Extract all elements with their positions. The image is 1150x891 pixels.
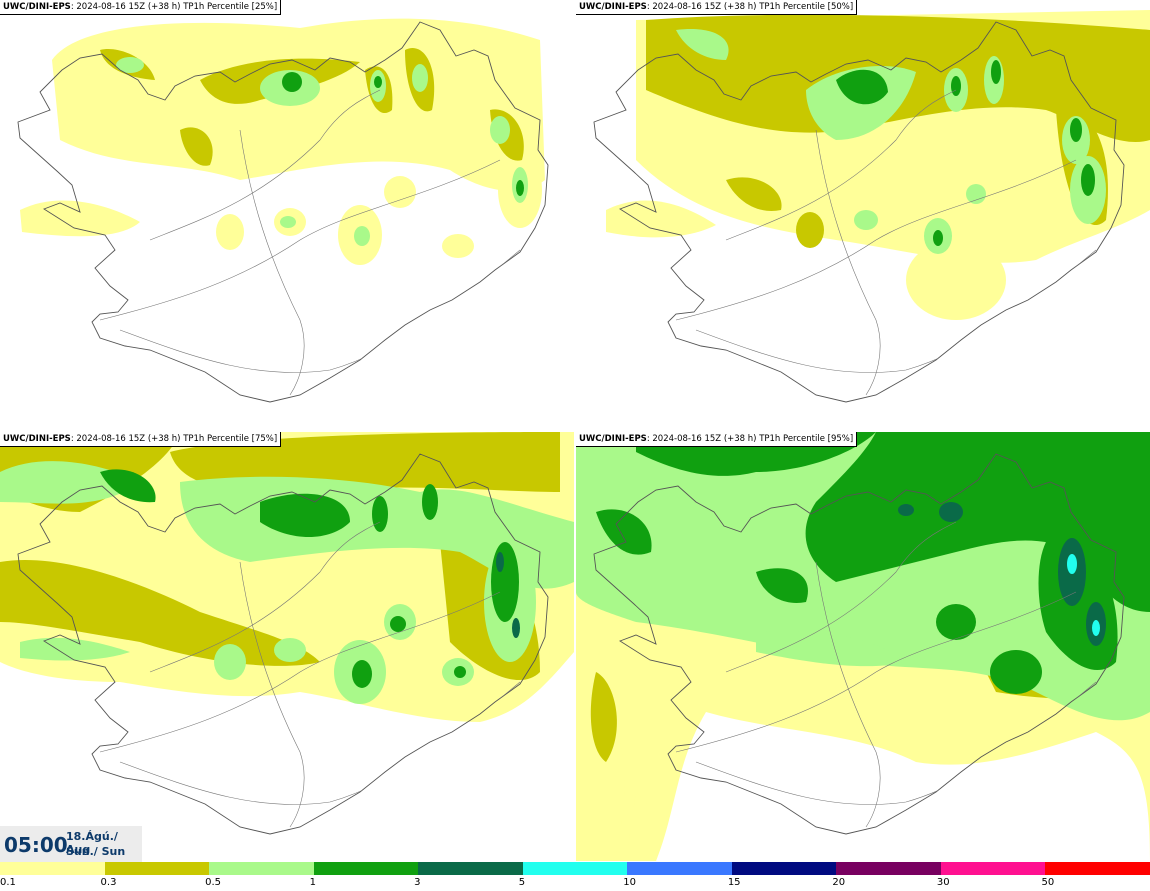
legend-label: 50 — [1041, 877, 1055, 888]
color-legend: 0.1 0.3 0.5 1 3 5 10 15 20 30 50 — [0, 862, 1150, 891]
legend-label: 3 — [414, 877, 421, 888]
legend-label: 1 — [309, 877, 316, 888]
legend-swatch — [104, 862, 210, 875]
legend-label: 15 — [727, 877, 741, 888]
valid-date: 18.Ágú./ Aug — [66, 830, 118, 856]
precip-map-95 — [576, 432, 1150, 861]
panel-title: UWC/DINI-EPS: 2024-08-16 15Z (+38 h) TP1… — [0, 432, 282, 447]
legend-label: 0.5 — [205, 877, 221, 888]
panel-title: UWC/DINI-EPS: 2024-08-16 15Z (+38 h) TP1… — [0, 0, 282, 15]
panel-title: UWC/DINI-EPS: 2024-08-16 15Z (+38 h) TP1… — [576, 0, 858, 15]
precip-map-50 — [593, 10, 1150, 403]
valid-time: 05:00 — [4, 833, 68, 857]
legend-swatch — [940, 862, 1046, 875]
valid-day: Sun./ Sun — [66, 845, 126, 858]
legend-label: 0.3 — [100, 877, 117, 888]
precip-map-25 — [17, 18, 549, 403]
legend-swatch — [209, 862, 314, 875]
legend-label: 10 — [623, 877, 636, 888]
panel-percentile-50: UWC/DINI-EPS: 2024-08-16 15Z (+38 h) TP1… — [576, 0, 1150, 429]
legend-label: 20 — [832, 877, 846, 888]
legend-color-bar — [0, 862, 1150, 875]
legend-swatch — [0, 862, 105, 875]
precip-green-area — [282, 72, 524, 196]
panel-divider-horizontal — [0, 429, 1150, 432]
road-network — [99, 89, 521, 396]
precip-green-area — [100, 469, 519, 688]
panel-title: UWC/DINI-EPS: 2024-08-16 15Z (+38 h) TP1… — [576, 432, 858, 447]
panel-percentile-75: UWC/DINI-EPS: 2024-08-16 15Z (+38 h) TP1… — [0, 432, 574, 861]
legend-swatch — [627, 862, 732, 875]
precip-dark-green-area — [496, 552, 520, 638]
panel-percentile-25: UWC/DINI-EPS: 2024-08-16 15Z (+38 h) TP1… — [0, 0, 574, 429]
valid-time-box: 05:00 18.Ágú./ Aug Sun./ Sun — [0, 826, 142, 862]
legend-swatch — [522, 862, 628, 875]
road-network — [675, 521, 1097, 828]
no-precip-area — [656, 712, 1150, 861]
precip-light-yellow-area — [20, 18, 545, 265]
legend-label: 5 — [518, 877, 526, 888]
precip-green-area — [836, 60, 1095, 246]
legend-swatch — [313, 862, 419, 875]
precip-cyan-area — [1067, 554, 1100, 636]
legend-swatch — [836, 862, 941, 875]
legend-swatch — [731, 862, 837, 875]
precip-dark-green-area — [898, 502, 1106, 646]
legend-swatch — [418, 862, 523, 875]
panel-percentile-95: UWC/DINI-EPS: 2024-08-16 15Z (+38 h) TP1… — [576, 432, 1150, 861]
legend-label: 30 — [936, 877, 950, 888]
precip-map-75 — [0, 432, 574, 835]
legend-swatch — [1045, 862, 1150, 875]
legend-label: 0.1 — [0, 877, 16, 888]
